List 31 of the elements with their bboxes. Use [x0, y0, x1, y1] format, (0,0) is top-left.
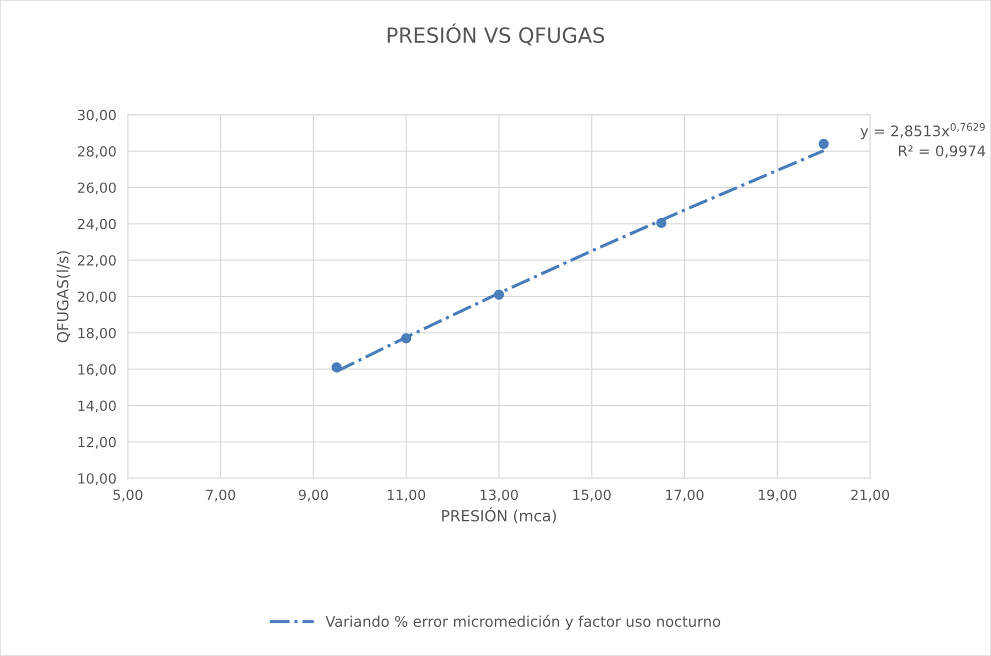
point	[332, 362, 342, 372]
point	[818, 138, 829, 149]
y-tick-label: 24,00	[78, 218, 116, 231]
y-tick-label: 22,00	[78, 255, 116, 268]
x-tick-label: 9,00	[298, 490, 328, 502]
x-tick-label: 15,00	[573, 490, 611, 502]
y-tick-label: 14,00	[78, 400, 116, 412]
text: R² = 0,9974	[898, 145, 986, 158]
y-tick-label: 30,00	[78, 110, 116, 122]
y-tick-label: 16,00	[78, 364, 116, 376]
point	[401, 333, 412, 344]
y-tick-label: 12,00	[78, 436, 116, 449]
x-tick-label: 5,00	[113, 490, 142, 502]
y-tick-label: 26,00	[78, 182, 116, 194]
x-tick-label: 21,00	[851, 490, 890, 502]
y-tick-label: 10,00	[78, 473, 116, 486]
x-tick-label: 11,00	[388, 490, 426, 502]
x-tick-label: 17,00	[666, 490, 704, 502]
y-axis-title: QFUGAS(l/s)	[56, 251, 70, 342]
x-tick-label: 7,00	[206, 490, 236, 502]
y-tick-label: 18,00	[78, 328, 116, 340]
point	[656, 218, 666, 228]
x-tick-label: 13,00	[480, 490, 518, 502]
x-axis-title: PRESIÓN (mca)	[442, 507, 556, 524]
x-tick-label: 19,00	[758, 490, 796, 502]
chart-title: PRESIÓN VS QFUGAS	[388, 23, 604, 46]
y-tick-label: 28,00	[78, 146, 116, 158]
y-tick-label: 20,00	[78, 291, 116, 304]
annotation: y = 2,8513x$^{0,7629}$	[860, 123, 985, 140]
legend-label: Variando % error micromedición y factor uso nocturno	[326, 615, 720, 630]
point	[494, 290, 504, 300]
